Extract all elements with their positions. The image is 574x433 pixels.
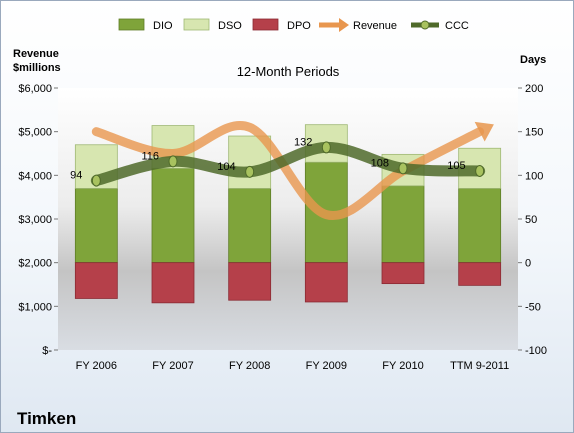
right-tick-label: 100 [525, 170, 543, 182]
dpo-bar [74, 262, 118, 299]
ccc-point [321, 141, 331, 154]
plot-area [58, 88, 518, 350]
right-tick-label: -100 [525, 345, 547, 357]
dio-bar [458, 188, 502, 264]
legend-swatch-marker [420, 20, 430, 30]
left-axis-ticks: $- $1,000 $2,000 $3,000 $4,000 $5,000 $6,000 [18, 83, 58, 357]
company-name: Timken [17, 409, 76, 428]
ccc-data-label: 104 [217, 161, 235, 173]
ccc-point [475, 164, 485, 177]
chart-title: 12-Month Periods [237, 64, 340, 79]
ccc-point [398, 162, 408, 175]
left-tick-label: $2,000 [18, 258, 52, 270]
bar-layer [74, 124, 502, 304]
left-axis-title-line1: Revenue [13, 48, 59, 60]
dio-bar [381, 185, 425, 264]
legend-label: DIO [153, 20, 173, 32]
ccc-data-label: 94 [70, 170, 82, 182]
legend: DIO DSO DPO Revenue CCC [118, 18, 469, 32]
right-tick-label: 150 [525, 127, 543, 139]
ccc-layer: 94 116 104 132 108 105 [70, 136, 486, 187]
right-tick-label: 0 [525, 258, 531, 270]
x-tick-label: TTM 9-2011 [450, 360, 509, 372]
dpo-bar [228, 262, 272, 301]
left-tick-label: $4,000 [18, 170, 52, 182]
legend-swatch-arrowhead [339, 18, 349, 32]
legend-swatch [183, 18, 210, 31]
x-tick-label: FY 2007 [152, 360, 193, 372]
ccc-point [91, 174, 101, 187]
legend-swatch [118, 18, 145, 31]
dpo-bar [304, 262, 348, 303]
dio-bar [74, 188, 118, 264]
x-tick-label: FY 2009 [306, 360, 347, 372]
right-axis-title: Days [520, 54, 546, 66]
right-tick-label: -50 [525, 301, 541, 313]
x-tick-label: FY 2010 [382, 360, 423, 372]
ccc-line [90, 141, 486, 187]
x-tick-label: FY 2008 [229, 360, 270, 372]
legend-label: CCC [445, 20, 469, 32]
right-tick-label: 50 [525, 214, 537, 226]
right-tick-label: 200 [525, 83, 543, 95]
legend-label: DPO [287, 20, 311, 32]
ccc-data-label: 108 [371, 157, 389, 169]
ccc-data-label: 132 [294, 136, 312, 148]
left-tick-label: $6,000 [18, 83, 52, 95]
dpo-bar [151, 262, 195, 304]
legend-label: Revenue [353, 20, 397, 32]
ccc-data-label: 116 [141, 150, 159, 162]
left-tick-label: $5,000 [18, 127, 52, 139]
legend-swatch [252, 18, 279, 31]
dpo-bar [381, 262, 425, 285]
legend-label: DSO [218, 20, 242, 32]
right-axis-ticks: -100 -50 0 50 100 150 200 [518, 83, 547, 357]
left-tick-label: $- [42, 345, 52, 357]
left-tick-label: $3,000 [18, 214, 52, 226]
revenue-arrowhead [474, 121, 494, 142]
ccc-point [245, 165, 255, 178]
dio-bar [151, 167, 195, 264]
x-tick-label: FY 2006 [76, 360, 117, 372]
dio-bar [228, 188, 272, 264]
x-axis-ticks: FY 2006 FY 2007 FY 2008 FY 2009 FY 2010 TTM 9… [76, 360, 510, 372]
dpo-bar [458, 262, 502, 286]
left-tick-label: $1,000 [18, 301, 52, 313]
left-axis-title-line2: $millions [13, 62, 61, 74]
ccc-data-label: 105 [447, 160, 465, 172]
ccc-point [168, 155, 178, 168]
